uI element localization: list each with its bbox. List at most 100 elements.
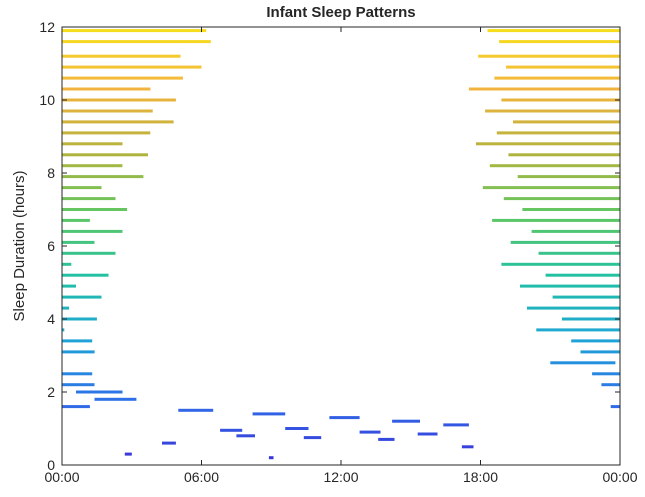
sleep-bar bbox=[236, 434, 255, 438]
sleep-bar bbox=[62, 40, 211, 44]
x-tick-label: 00:00 bbox=[602, 469, 637, 485]
sleep-bar bbox=[610, 405, 620, 409]
sleep-bar bbox=[62, 54, 181, 58]
sleep-bar bbox=[545, 273, 620, 277]
sleep-bar bbox=[501, 262, 620, 266]
x-tick-label: 00:00 bbox=[44, 469, 79, 485]
plot-frame bbox=[61, 26, 621, 466]
sleep-bar bbox=[62, 98, 176, 102]
sleep-bar bbox=[601, 383, 620, 387]
sleep-bar bbox=[550, 361, 616, 365]
sleep-bar bbox=[378, 437, 395, 441]
sleep-bar bbox=[252, 412, 286, 416]
x-tick-label: 06:00 bbox=[184, 469, 219, 485]
y-tick-label: 6 bbox=[47, 238, 55, 254]
sleep-bar bbox=[62, 120, 174, 124]
x-tick-label: 12:00 bbox=[323, 469, 358, 485]
sleep-bar bbox=[506, 65, 620, 69]
sleep-bar bbox=[62, 273, 109, 277]
sleep-bar bbox=[503, 197, 621, 201]
y-tick-label: 4 bbox=[47, 311, 55, 327]
sleep-bar bbox=[94, 397, 137, 401]
sleep-bar bbox=[536, 328, 620, 332]
sleep-bar bbox=[513, 120, 620, 124]
sleep-bar bbox=[517, 175, 620, 179]
sleep-bar bbox=[62, 405, 90, 409]
sleep-bar bbox=[461, 445, 474, 449]
sleep-bar bbox=[76, 390, 123, 394]
sleep-bar bbox=[62, 153, 148, 157]
sleep-bar bbox=[329, 416, 360, 420]
sleep-bar bbox=[499, 40, 620, 44]
sleep-bar bbox=[510, 240, 620, 244]
sleep-bar bbox=[62, 284, 76, 288]
sleep-bar bbox=[478, 54, 620, 58]
sleep-bar bbox=[592, 372, 620, 376]
sleep-bar bbox=[571, 339, 620, 343]
sleep-bar bbox=[62, 131, 151, 135]
sleep-bar bbox=[62, 295, 102, 299]
sleep-bar bbox=[285, 427, 309, 430]
y-axis-label: Sleep Duration (hours) bbox=[11, 171, 28, 322]
y-tick-label: 10 bbox=[39, 92, 55, 108]
sleep-bar bbox=[268, 456, 274, 460]
sleep-bar bbox=[538, 251, 620, 255]
sleep-bar bbox=[62, 197, 116, 201]
sleep-bar bbox=[124, 452, 132, 456]
sleep-bar bbox=[62, 350, 95, 354]
sleep-bar bbox=[552, 295, 620, 299]
sleep-bar bbox=[62, 317, 97, 321]
sleep-bars bbox=[62, 29, 621, 460]
sleep-bar bbox=[580, 350, 620, 354]
sleep-bar bbox=[220, 428, 243, 432]
sleep-bar bbox=[62, 251, 116, 255]
sleep-bar bbox=[62, 186, 102, 190]
sleep-bar bbox=[62, 109, 153, 113]
y-tick-label: 0 bbox=[47, 457, 55, 473]
sleep-bar bbox=[62, 29, 207, 33]
sleep-bar bbox=[62, 306, 69, 310]
sleep-bar bbox=[62, 372, 93, 376]
x-tick-label: 18:00 bbox=[463, 469, 498, 485]
sleep-bar bbox=[492, 218, 620, 222]
sleep-bar bbox=[62, 208, 128, 211]
sleep-bar bbox=[496, 131, 620, 135]
sleep-bar bbox=[62, 383, 95, 387]
y-tick-label: 8 bbox=[47, 165, 55, 181]
sleep-bar bbox=[162, 441, 176, 445]
sleep-bar bbox=[417, 432, 438, 436]
sleep-bar bbox=[527, 306, 620, 310]
sleep-bar bbox=[62, 339, 93, 343]
sleep-bar bbox=[468, 87, 620, 91]
sleep-bar bbox=[508, 153, 620, 157]
sleep-bar bbox=[531, 229, 620, 233]
sleep-bar bbox=[485, 109, 620, 113]
sleep-bar bbox=[392, 419, 420, 423]
sleep-bar bbox=[501, 98, 620, 102]
sleep-bar bbox=[522, 208, 620, 211]
sleep-bar bbox=[62, 164, 123, 168]
sleep-bar bbox=[359, 430, 381, 434]
sleep-bar bbox=[62, 87, 151, 91]
sleep-bar bbox=[494, 76, 620, 80]
y-tick-label: 2 bbox=[47, 384, 55, 400]
sleep-bar bbox=[520, 284, 620, 288]
sleep-bar bbox=[475, 142, 620, 146]
sleep-bar bbox=[489, 164, 620, 168]
sleep-bar bbox=[62, 142, 123, 146]
sleep-bar bbox=[62, 262, 72, 266]
sleep-bar bbox=[62, 328, 65, 332]
sleep-bar bbox=[62, 218, 90, 222]
sleep-bar bbox=[62, 76, 183, 80]
sleep-bar bbox=[561, 317, 620, 321]
chart-title: Infant Sleep Patterns bbox=[266, 4, 415, 21]
sleep-bar bbox=[303, 436, 322, 440]
sleep-bar bbox=[178, 408, 214, 412]
y-tick-label: 12 bbox=[39, 19, 55, 35]
sleep-bar bbox=[62, 65, 202, 69]
sleep-bar bbox=[482, 186, 620, 190]
sleep-bar bbox=[62, 229, 123, 233]
sleep-bar bbox=[487, 29, 620, 33]
